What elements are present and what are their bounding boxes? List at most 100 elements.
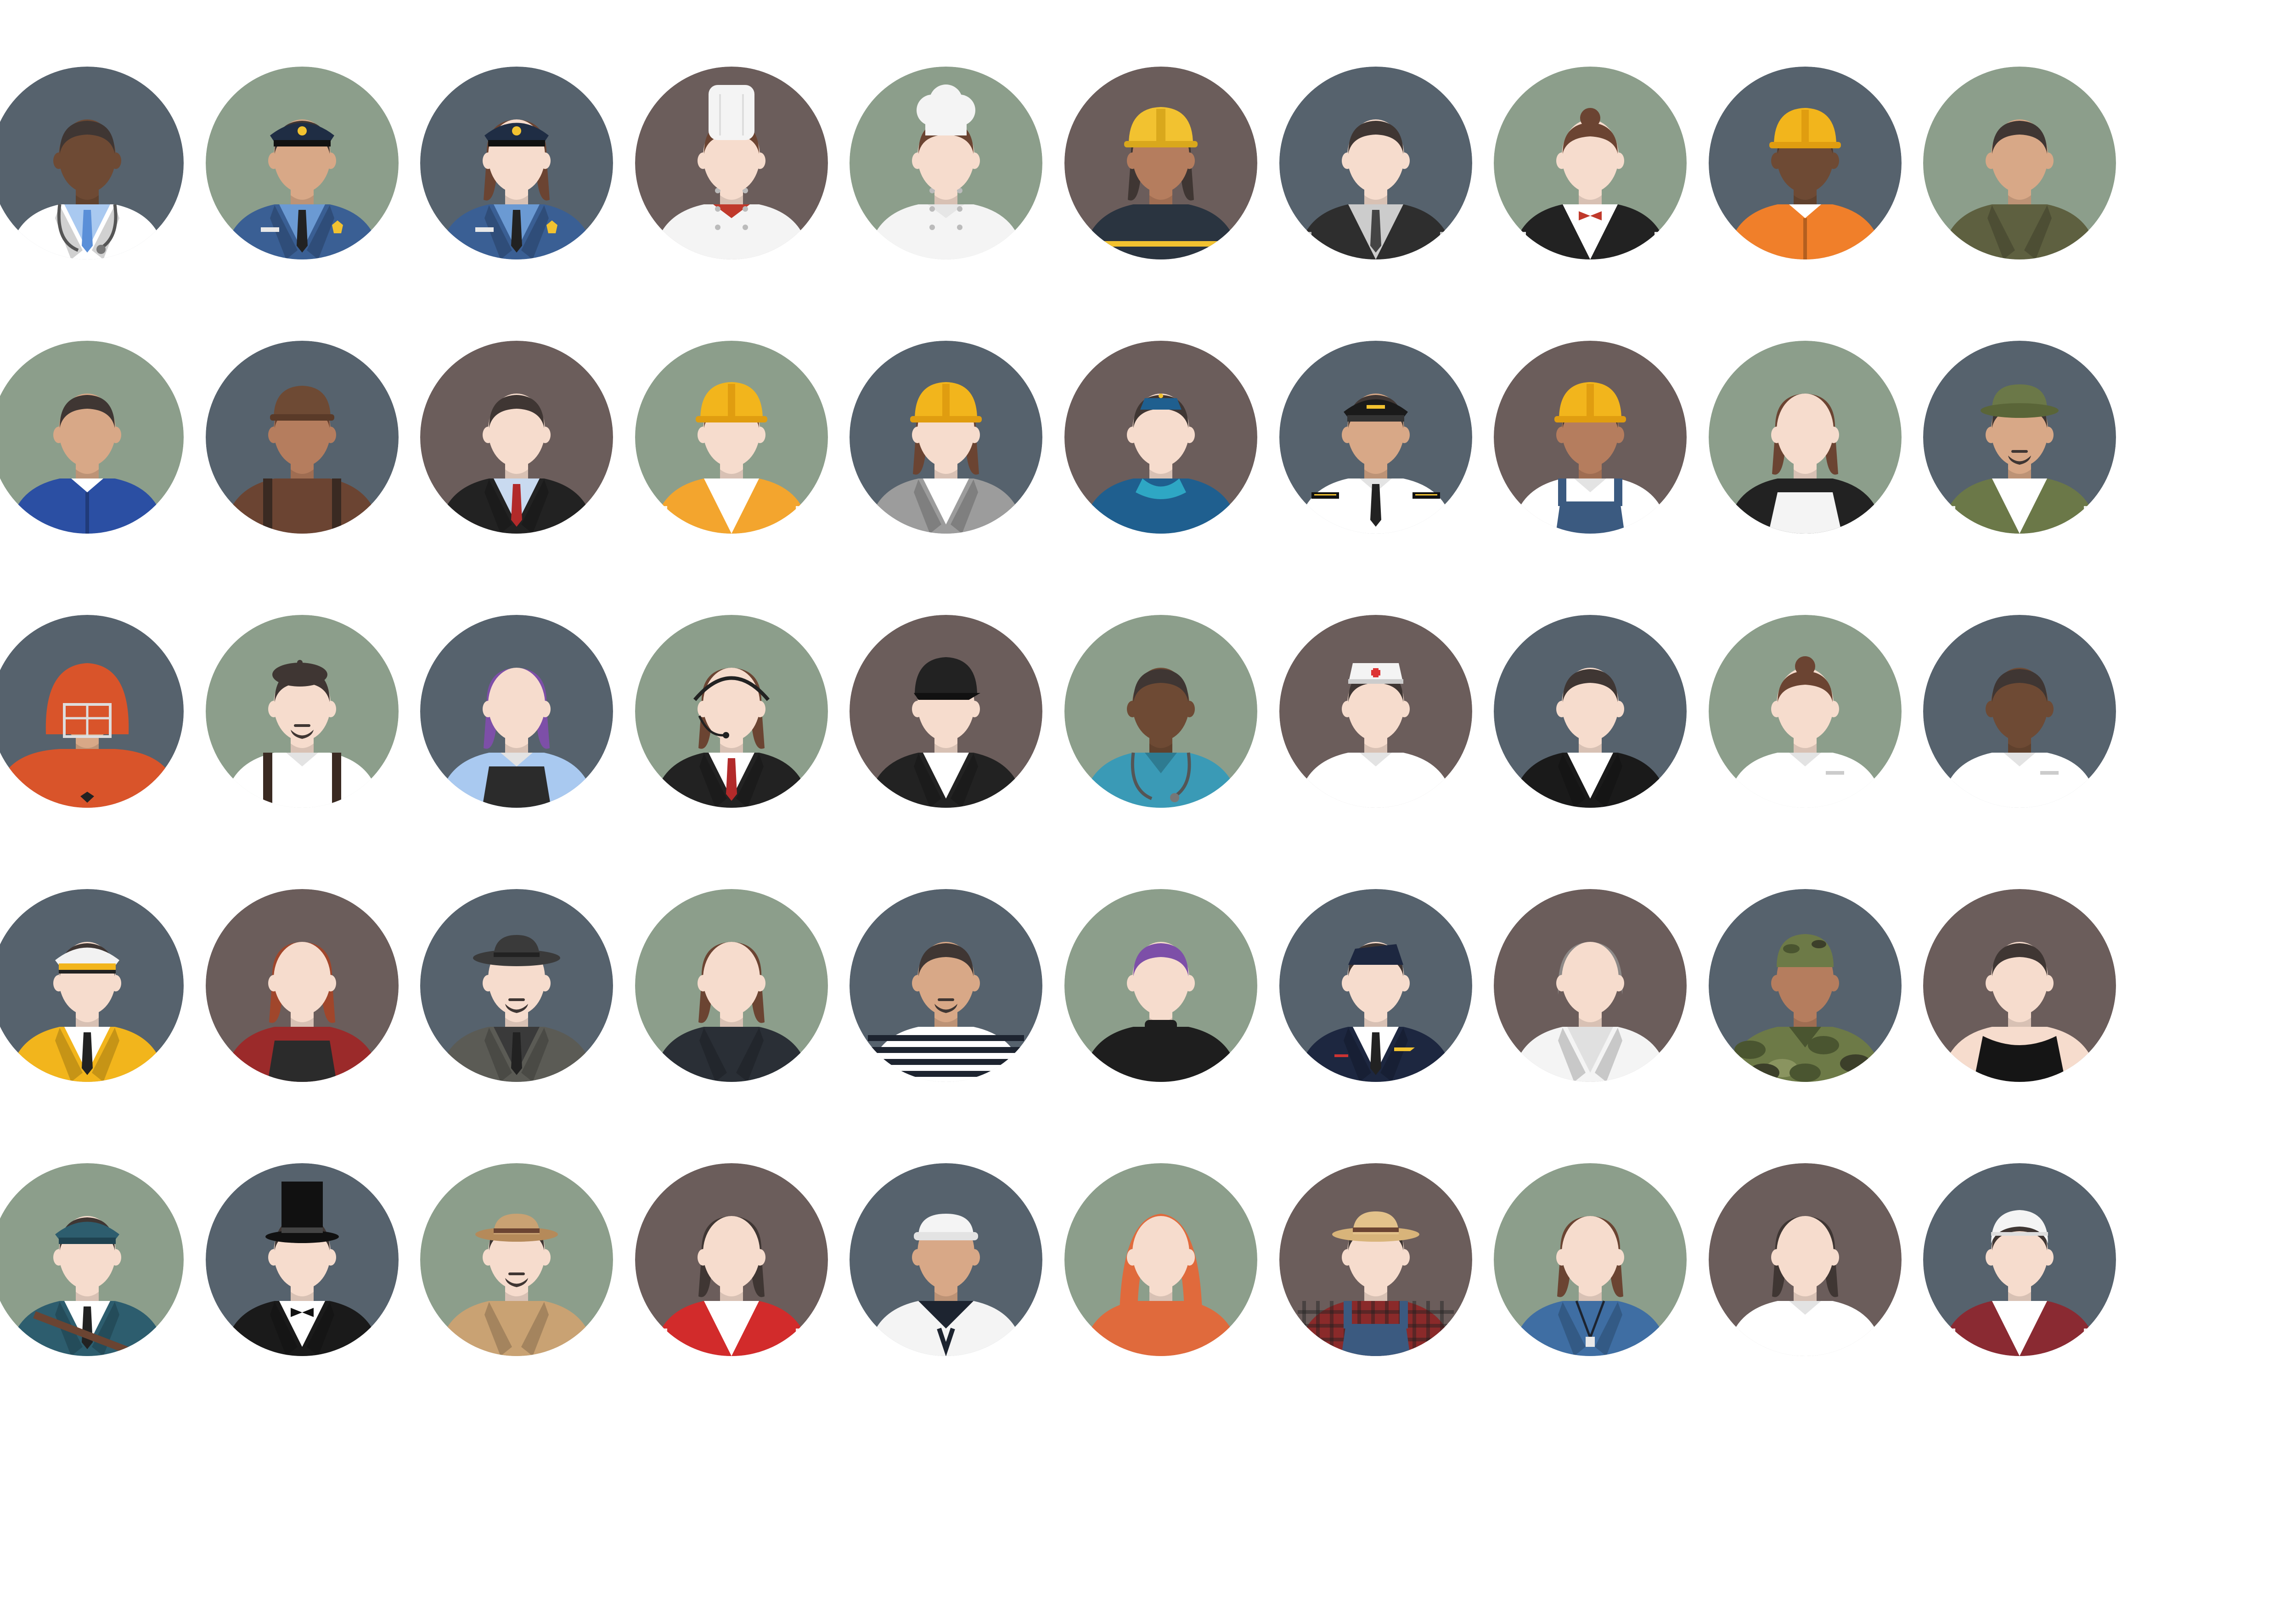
flight-attendant-icon	[1064, 341, 1257, 534]
businessman-icon	[420, 341, 613, 534]
avatar-female-engineer[interactable]	[850, 341, 1043, 534]
avatar-hunter[interactable]	[1923, 341, 2116, 534]
avatar-hipster[interactable]	[1064, 889, 1257, 1082]
jockey-icon	[850, 615, 1043, 808]
avatar-farmer[interactable]	[1494, 341, 1687, 534]
explorer-icon	[420, 1163, 613, 1356]
avatar-detective[interactable]	[420, 889, 613, 1082]
engineer-icon	[635, 341, 828, 534]
chef-icon	[635, 67, 828, 259]
rancher-icon	[1279, 1163, 1472, 1356]
pharmacist-icon	[1708, 615, 1902, 808]
avatar-head-nurse[interactable]	[1279, 615, 1472, 808]
avatar-military-pilot[interactable]	[1923, 67, 2116, 259]
dentist-icon	[1923, 615, 2116, 808]
avatar-chef[interactable]	[635, 67, 828, 259]
avatar-jockey[interactable]	[850, 615, 1043, 808]
avatar-female-chef[interactable]	[850, 67, 1043, 259]
avatar-lumberjack[interactable]	[205, 341, 399, 534]
farmer-icon	[1494, 341, 1687, 534]
avatar-engineer[interactable]	[635, 341, 828, 534]
avatar-receptionist[interactable]	[1708, 1163, 1902, 1356]
avatar-secretary[interactable]	[635, 889, 828, 1082]
avatar-explorer[interactable]	[420, 1163, 613, 1356]
waitress-icon	[1494, 67, 1687, 259]
military-pilot-icon	[1923, 67, 2116, 259]
female-engineer-icon	[850, 341, 1043, 534]
avatar-businessman[interactable]	[420, 341, 613, 534]
avatar-pharmacist[interactable]	[1708, 615, 1902, 808]
avatar-mime[interactable]	[850, 889, 1043, 1082]
avatar-hipster-waitress[interactable]	[420, 615, 613, 808]
avatar-teacher[interactable]	[1494, 1163, 1687, 1356]
police-officer-icon	[205, 67, 399, 259]
judge-icon	[1494, 615, 1687, 808]
avatar-sailor[interactable]	[850, 1163, 1043, 1356]
pilot-icon	[1279, 341, 1472, 534]
avatar-call-center-agent[interactable]	[635, 615, 828, 808]
bouncer-icon	[1923, 889, 2116, 1082]
avatar-postman[interactable]	[0, 1163, 184, 1356]
avatar-magician[interactable]	[205, 1163, 399, 1356]
avatar-nurse[interactable]	[1064, 615, 1257, 808]
teacher-icon	[1494, 1163, 1687, 1356]
receptionist-icon	[1708, 1163, 1902, 1356]
magician-icon	[205, 1163, 399, 1356]
cashier-icon	[635, 1163, 828, 1356]
air-force-officer-icon	[1279, 889, 1472, 1082]
construction-worker-icon	[1708, 67, 1902, 259]
avatar-construction-worker[interactable]	[1708, 67, 1902, 259]
avatar-dentist[interactable]	[1923, 615, 2116, 808]
avatar-rancher[interactable]	[1279, 1163, 1472, 1356]
avatar-chauffeur[interactable]	[0, 889, 184, 1082]
policewoman-icon	[420, 67, 613, 259]
avatar-flight-attendant[interactable]	[1064, 341, 1257, 534]
avatar-policewoman[interactable]	[420, 67, 613, 259]
scientist-icon	[1494, 889, 1687, 1082]
avatar-cashier[interactable]	[635, 1163, 828, 1356]
hunter-icon	[1923, 341, 2116, 534]
nurse-icon	[1064, 615, 1257, 808]
avatar-bartender[interactable]	[1279, 67, 1472, 259]
chauffeur-icon	[0, 889, 184, 1082]
woman-in-hijab-icon	[1064, 1163, 1257, 1356]
avatar-judge[interactable]	[1494, 615, 1687, 808]
avatar-scientist[interactable]	[1494, 889, 1687, 1082]
doctor-icon	[0, 67, 184, 259]
bartender-icon	[1279, 67, 1472, 259]
detective-icon	[420, 889, 613, 1082]
avatar-artist[interactable]	[205, 615, 399, 808]
female-chef-icon	[850, 67, 1043, 259]
sailor-icon	[850, 1163, 1043, 1356]
secretary-icon	[635, 889, 828, 1082]
avatar-bouncer[interactable]	[1923, 889, 2116, 1082]
barista-icon	[205, 889, 399, 1082]
avatar-injured-worker[interactable]	[1923, 1163, 2116, 1356]
housekeeper-icon	[1708, 341, 1902, 534]
avatar-woman-in-hijab[interactable]	[1064, 1163, 1257, 1356]
avatar-soldier[interactable]	[1708, 889, 1902, 1082]
firefighter-icon	[1064, 67, 1257, 259]
hipster-icon	[1064, 889, 1257, 1082]
hipster-waitress-icon	[420, 615, 613, 808]
avatar-mechanic[interactable]	[0, 341, 184, 534]
artist-icon	[205, 615, 399, 808]
soldier-icon	[1708, 889, 1902, 1082]
avatar-firefighter[interactable]	[1064, 67, 1257, 259]
avatar-housekeeper[interactable]	[1708, 341, 1902, 534]
injured-worker-icon	[1923, 1163, 2116, 1356]
lumberjack-icon	[205, 341, 399, 534]
avatar-barista[interactable]	[205, 889, 399, 1082]
avatar-police-officer[interactable]	[205, 67, 399, 259]
avatar-football-player[interactable]	[0, 615, 184, 808]
avatar-doctor[interactable]	[0, 67, 184, 259]
football-player-icon	[0, 615, 184, 808]
mime-icon	[850, 889, 1043, 1082]
mechanic-icon	[0, 341, 184, 534]
avatar-waitress[interactable]	[1494, 67, 1687, 259]
avatar-air-force-officer[interactable]	[1279, 889, 1472, 1082]
avatar-pilot[interactable]	[1279, 341, 1472, 534]
postman-icon	[0, 1163, 184, 1356]
call-center-agent-icon	[635, 615, 828, 808]
